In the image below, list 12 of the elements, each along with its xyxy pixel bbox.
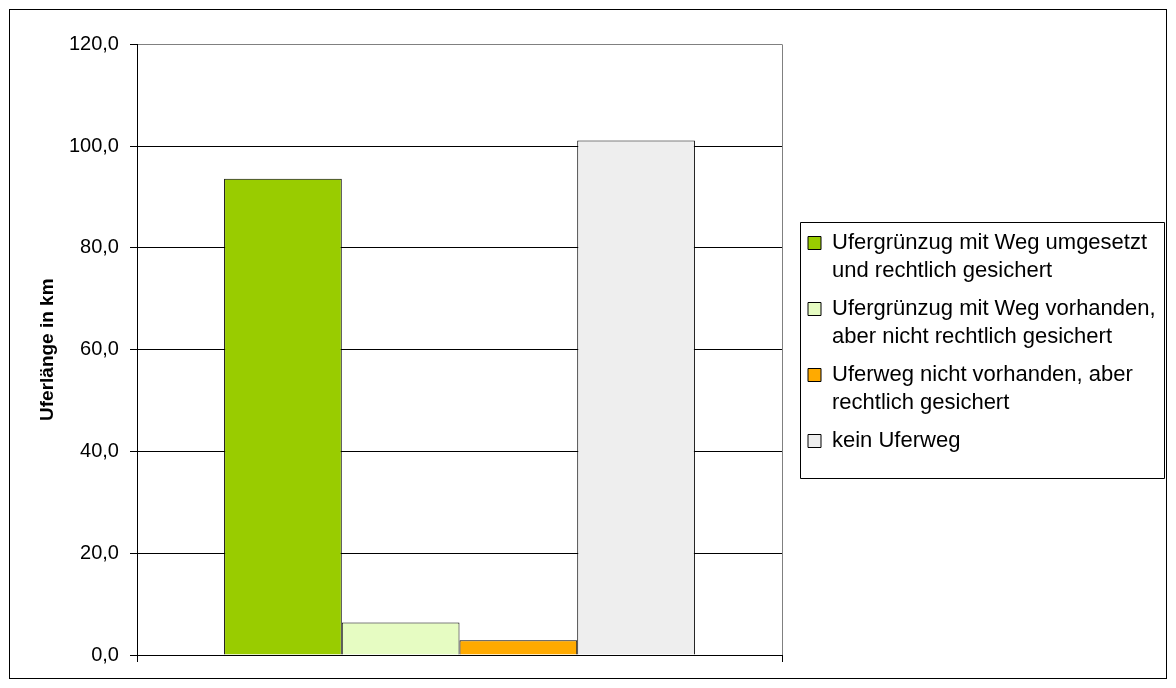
y-tick-label: 20,0 xyxy=(80,540,119,563)
legend-label: Ufergrünzug mit Weg umgesetzt und rechtlich gesichert xyxy=(832,229,1148,283)
y-axis-title: Uferlänge in km xyxy=(35,278,57,421)
y-tick-label: 40,0 xyxy=(80,438,119,461)
y-tick-label: 0,0 xyxy=(91,642,119,665)
legend-label: Ufergrünzug mit Weg vorhanden, aber nicht rechtlich gesichert xyxy=(832,295,1156,349)
y-tick-label: 100,0 xyxy=(68,133,119,156)
y-tick-label: 80,0 xyxy=(80,235,119,258)
legend-label: kein Uferweg xyxy=(832,427,961,453)
y-tick-label: 120,0 xyxy=(68,31,119,54)
legend-label: Uferweg nicht vorhanden, aber rechtlich gesichert xyxy=(832,361,1133,415)
y-tick-label: 60,0 xyxy=(80,337,119,360)
